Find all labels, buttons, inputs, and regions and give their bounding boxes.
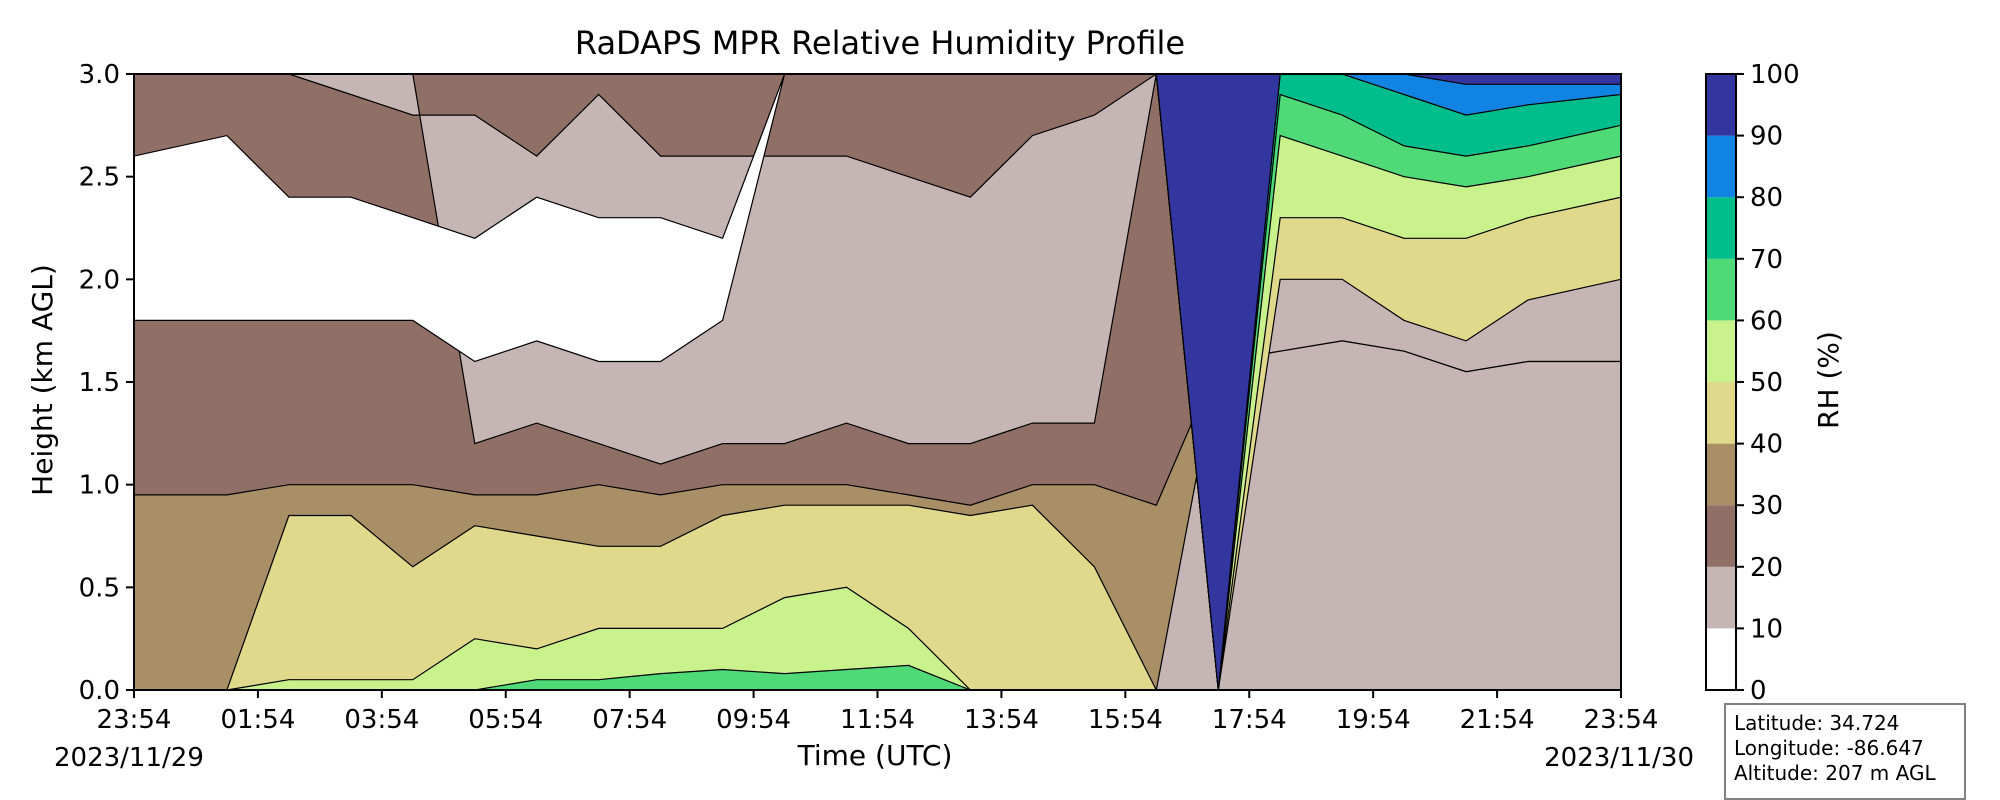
- colorbar-tick-label: 20: [1750, 553, 1783, 583]
- colorbar-tick-label: 80: [1750, 183, 1783, 213]
- y-tick-label: 1.5: [79, 368, 120, 398]
- rh-band-50-60: [134, 586, 1621, 690]
- x-tick-label: 13:54: [964, 705, 1039, 735]
- colorbar-segment: [1706, 566, 1736, 629]
- x-tick-label: 17:54: [1212, 705, 1287, 735]
- rh-band-upper-90: [134, 74, 1621, 690]
- colorbar-tick-label: 50: [1750, 368, 1783, 398]
- colorbar-segment: [1706, 74, 1736, 136]
- y-tick-label: 3.0: [79, 60, 120, 90]
- x-tick-label: 23:54: [97, 705, 172, 735]
- colorbar-tick-label: 70: [1750, 245, 1783, 275]
- y-tick-label: 2.5: [79, 163, 120, 193]
- end-date-label: 2023/11/30: [1544, 743, 1694, 773]
- x-tick-label: 03:54: [344, 705, 419, 735]
- x-tick-label: 05:54: [468, 705, 543, 735]
- x-tick-label: 11:54: [840, 705, 915, 735]
- colorbar-segment: [1706, 258, 1736, 321]
- x-tick-label: 19:54: [1336, 705, 1411, 735]
- rh-band-60-70: [134, 664, 1621, 690]
- plot-area: [133, 73, 1622, 691]
- x-tick-label: 21:54: [1460, 705, 1535, 735]
- chart-title: RaDAPS MPR Relative Humidity Profile: [575, 24, 1185, 62]
- y-tick-label: 2.0: [79, 265, 120, 295]
- colorbar-tick-label: 60: [1750, 306, 1783, 336]
- colorbar: 0 10 20 30 40 50 60 70 80 90 100: [1705, 60, 1800, 706]
- colorbar-tick-label: 0: [1750, 676, 1767, 706]
- y-tick-label: 0.0: [79, 676, 120, 706]
- colorbar-segment: [1706, 505, 1736, 567]
- station-latitude: Latitude: 34.724: [1734, 711, 1900, 735]
- x-tick-label: 23:54: [1584, 705, 1659, 735]
- colorbar-tick-label: 100: [1750, 60, 1800, 90]
- colorbar-tick-label: 10: [1750, 614, 1783, 644]
- colorbar-tick-label: 30: [1750, 491, 1783, 521]
- x-tick-label: 15:54: [1088, 705, 1163, 735]
- station-info-box: Latitude: 34.724 Longitude: -86.647 Alti…: [1724, 703, 1966, 800]
- colorbar-segment: [1706, 320, 1736, 382]
- rh-band-0-10: [134, 74, 1621, 363]
- colorbar-tick-label: 90: [1750, 122, 1783, 152]
- colorbar-label: RH (%): [1812, 331, 1845, 429]
- colorbar-segment: [1706, 135, 1736, 198]
- colorbar-segment: [1706, 197, 1736, 259]
- station-longitude: Longitude: -86.647: [1734, 736, 1924, 760]
- start-date-label: 2023/11/29: [54, 743, 204, 773]
- y-tick-label: 1.0: [79, 471, 120, 501]
- x-axis: 23:54 01:54 03:54 05:54 07:54 09:54 11:54 13:54…: [97, 690, 1659, 735]
- colorbar-tick-label: 40: [1750, 430, 1783, 460]
- station-altitude: Altitude: 207 m AGL: [1734, 761, 1936, 785]
- colorbar-segment: [1706, 443, 1736, 506]
- x-tick-label: 01:54: [220, 705, 295, 735]
- y-tick-label: 0.5: [79, 573, 120, 603]
- y-axis-label: Height (km AGL): [26, 264, 59, 496]
- colorbar-segment: [1706, 628, 1736, 690]
- x-tick-label: 09:54: [716, 705, 791, 735]
- x-tick-label: 07:54: [592, 705, 667, 735]
- y-axis: 0.0 0.5 1.0 1.5 2.0 2.5 3.0: [79, 60, 134, 706]
- colorbar-segment: [1706, 382, 1736, 444]
- x-axis-label: Time (UTC): [797, 739, 953, 772]
